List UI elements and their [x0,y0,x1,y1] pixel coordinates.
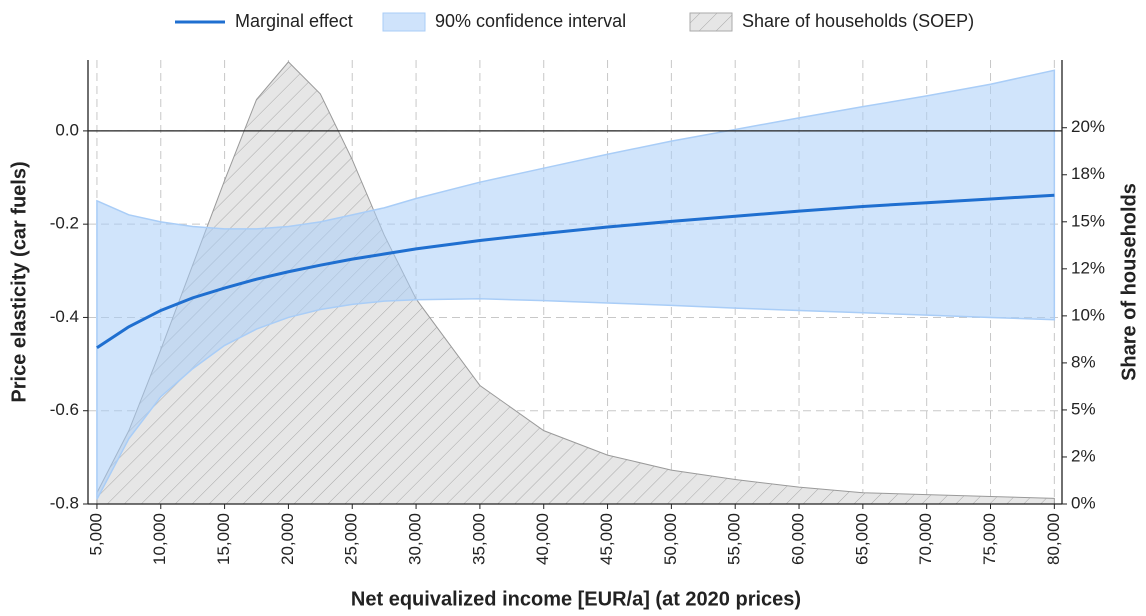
x-tick-label: 70,000 [916,513,935,565]
legend-label: 90% confidence interval [435,11,626,31]
y-axis-title: Price elasticity (car fuels) [8,161,30,402]
y2-tick-label: 12% [1071,258,1105,277]
y2-tick-label: 2% [1071,446,1096,465]
x-tick-label: 60,000 [789,513,808,565]
x-tick-label: 50,000 [661,513,680,565]
x-tick-label: 40,000 [533,513,552,565]
confidence-band [96,69,1056,500]
legend-swatch [382,12,426,32]
y2-tick-label: 18% [1071,164,1105,183]
y-tick-label: -0.2 [50,214,79,233]
y-tick-label: 0.0 [55,120,79,139]
x-tick-label: 35,000 [469,513,488,565]
x-axis-title: Net equivalized income [EUR/a] (at 2020 … [351,588,801,610]
legend-label: Marginal effect [235,11,353,31]
x-tick-label: 80,000 [1044,513,1063,565]
x-tick-label: 55,000 [725,513,744,565]
y2-tick-label: 20% [1071,117,1105,136]
y-tick-label: -0.8 [50,493,79,512]
x-tick-label: 30,000 [406,513,425,565]
y2-tick-label: 5% [1071,399,1096,418]
x-tick-label: 65,000 [852,513,871,565]
x-tick-label: 15,000 [214,513,233,565]
x-tick-label: 25,000 [342,513,361,565]
effect-line [96,193,1055,350]
legend-swatch [689,12,733,32]
y2-axis-title: Share of households [1118,183,1140,381]
y-tick-label: -0.6 [50,400,79,419]
legend-label: Share of households (SOEP) [742,11,974,31]
y2-tick-label: 10% [1071,305,1105,324]
x-tick-label: 5,000 [86,513,105,556]
y-tick-label: -0.4 [50,307,79,326]
y2-tick-label: 0% [1071,493,1096,512]
x-tick-label: 45,000 [597,513,616,565]
x-tick-label: 75,000 [980,513,999,565]
legend: Marginal effect 90% confidence interval … [175,11,974,32]
x-tick-label: 20,000 [278,513,297,565]
x-tick-label: 10,000 [150,513,169,565]
y2-tick-label: 8% [1071,352,1096,371]
y2-tick-label: 15% [1071,211,1105,230]
